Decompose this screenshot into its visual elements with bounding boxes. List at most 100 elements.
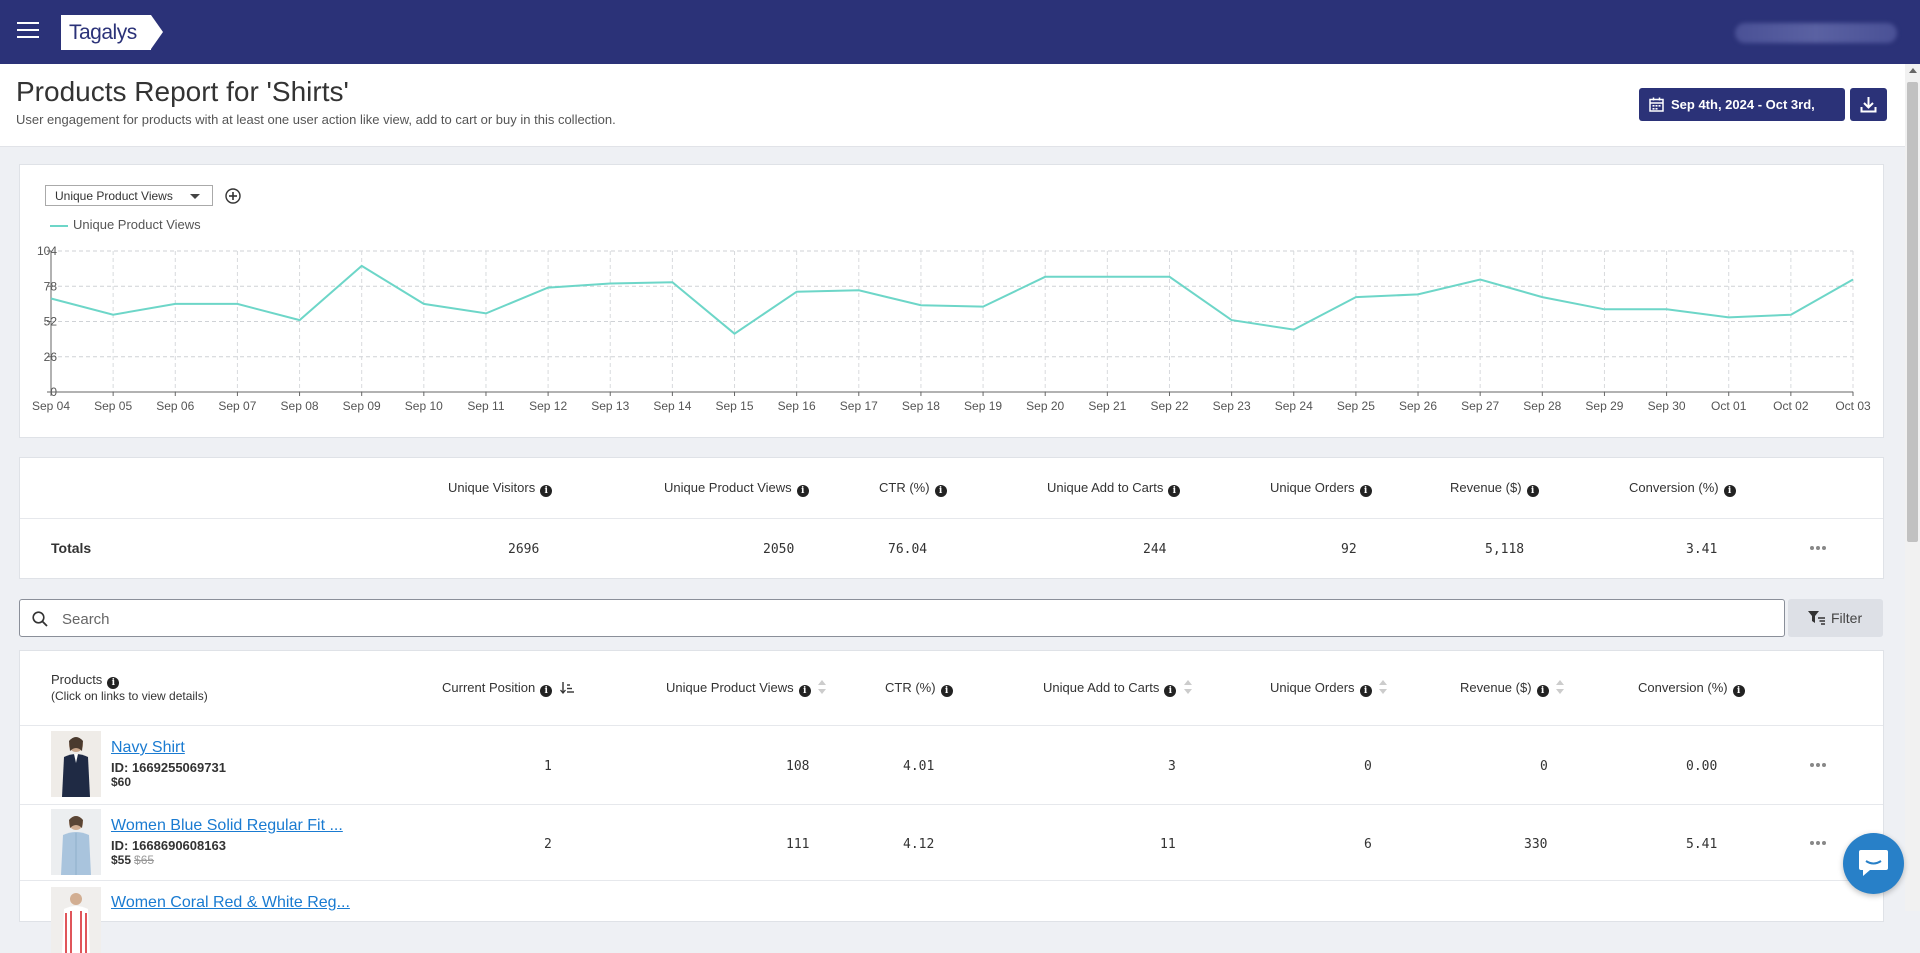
cell-position: 2 — [544, 837, 552, 852]
header-unique-orders: Unique Orders i — [1270, 480, 1372, 497]
chart-legend[interactable]: Unique Product Views — [50, 217, 201, 232]
info-icon[interactable]: i — [1526, 485, 1539, 497]
header-unique-product-views: Unique Product Views i — [664, 480, 809, 497]
brand-name: Tagalys — [61, 15, 151, 50]
header-unique-visitors: Unique Visitors i — [448, 480, 553, 497]
download-icon — [1860, 97, 1877, 113]
x-tick-label: Sep 04 — [32, 399, 70, 413]
x-tick-label: Sep 26 — [1399, 399, 1437, 413]
product-thumbnail[interactable] — [51, 887, 101, 953]
sort-icon[interactable] — [1379, 680, 1388, 694]
total-unique-orders: 92 — [1341, 542, 1357, 557]
x-tick-label: Sep 12 — [529, 399, 567, 413]
info-icon[interactable]: i — [1359, 485, 1372, 497]
total-conversion: 3.41 — [1686, 542, 1718, 557]
info-icon[interactable]: i — [1732, 685, 1745, 697]
sort-icon[interactable] — [818, 680, 827, 694]
row-more-options-icon[interactable] — [1810, 841, 1828, 847]
calendar-icon — [1649, 97, 1664, 112]
search-icon — [32, 611, 48, 627]
info-icon[interactable]: i — [1536, 685, 1549, 697]
x-tick-label: Oct 02 — [1773, 399, 1809, 413]
header-products-hint: (Click on links to view details) — [51, 689, 208, 703]
cell-conversion: 5.41 — [1686, 837, 1718, 852]
sort-icon[interactable] — [1183, 680, 1192, 694]
cell-orders: 0 — [1364, 759, 1372, 774]
info-icon[interactable]: i — [540, 485, 553, 497]
info-icon[interactable]: i — [107, 677, 120, 689]
filter-icon — [1808, 611, 1825, 625]
metric-select[interactable]: Unique Product Views — [45, 185, 213, 206]
x-tick-label: Sep 14 — [653, 399, 691, 413]
x-tick-label: Sep 24 — [1275, 399, 1313, 413]
metric-select-value: Unique Product Views — [55, 189, 173, 203]
header-unique-orders-col: Unique Orders i — [1270, 680, 1388, 697]
x-tick-label: Sep 30 — [1648, 399, 1686, 413]
cell-conversion: 0.00 — [1686, 759, 1718, 774]
cell-carts: 3 — [1168, 759, 1176, 774]
search-input[interactable] — [60, 600, 1764, 638]
product-thumbnail[interactable] — [51, 809, 101, 875]
x-tick-label: Sep 22 — [1150, 399, 1188, 413]
chat-icon — [1859, 850, 1888, 876]
chevron-down-icon — [190, 194, 200, 199]
info-icon[interactable]: i — [796, 485, 809, 497]
product-price: $55 $65 — [111, 853, 155, 867]
info-icon[interactable]: i — [940, 685, 953, 697]
header-conversion-col: Conversion (%) i — [1638, 680, 1745, 697]
x-tick-label: Sep 15 — [715, 399, 753, 413]
info-icon[interactable]: i — [934, 485, 947, 497]
info-icon[interactable]: i — [1359, 685, 1372, 697]
info-icon[interactable]: i — [1164, 685, 1177, 697]
add-metric-icon[interactable] — [225, 188, 241, 204]
info-icon[interactable]: i — [1168, 485, 1181, 497]
header-products: Products i — [51, 672, 120, 689]
product-id: ID: 1669255069731 — [111, 760, 226, 775]
x-tick-label: Sep 09 — [343, 399, 381, 413]
x-tick-label: Sep 16 — [778, 399, 816, 413]
x-tick-label: Sep 23 — [1213, 399, 1251, 413]
scrollbar-thumb[interactable] — [1907, 82, 1918, 542]
sort-ascending-icon[interactable] — [559, 682, 574, 694]
x-tick-label: Sep 19 — [964, 399, 1002, 413]
search-bar — [19, 599, 1785, 638]
x-tick-label: Sep 10 — [405, 399, 443, 413]
date-range-button[interactable]: Sep 4th, 2024 - Oct 3rd, 2024 — [1639, 88, 1845, 145]
page-header — [0, 64, 1905, 147]
total-unique-add-to-carts: 244 — [1143, 542, 1167, 557]
info-icon[interactable]: i — [1723, 485, 1736, 497]
x-tick-label: Sep 29 — [1585, 399, 1623, 413]
x-tick-label: Sep 25 — [1337, 399, 1375, 413]
totals-card: Unique Visitors i Unique Product Views i C… — [19, 457, 1884, 579]
chat-button[interactable] — [1843, 833, 1904, 894]
product-price: $60 — [111, 775, 132, 789]
x-tick-label: Sep 21 — [1088, 399, 1126, 413]
x-tick-label: Sep 28 — [1523, 399, 1561, 413]
cell-ctr: 4.12 — [903, 837, 935, 852]
more-options-icon[interactable] — [1810, 546, 1828, 552]
user-account-menu[interactable] — [1735, 23, 1897, 43]
x-tick-label: Sep 20 — [1026, 399, 1064, 413]
header-ctr: CTR (%) i — [879, 480, 947, 497]
info-icon[interactable]: i — [540, 685, 553, 697]
total-unique-product-views: 2050 — [763, 542, 795, 557]
hamburger-menu-icon[interactable] — [17, 22, 39, 40]
total-ctr: 76.04 — [888, 542, 928, 557]
top-navbar — [0, 0, 1920, 64]
product-thumbnail[interactable] — [51, 731, 101, 797]
scroll-up-arrow-icon[interactable] — [1909, 68, 1917, 73]
x-tick-label: Oct 03 — [1835, 399, 1871, 413]
download-button[interactable] — [1850, 88, 1887, 121]
product-link[interactable]: Women Coral Red & White Reg... — [111, 894, 350, 911]
row-more-options-icon[interactable] — [1810, 763, 1828, 769]
cell-position: 1 — [544, 759, 552, 774]
header-unique-product-views-col: Unique Product Views i — [666, 680, 827, 697]
filter-button[interactable]: Filter — [1788, 599, 1883, 637]
sort-icon[interactable] — [1556, 680, 1565, 694]
product-link[interactable]: Navy Shirt — [111, 739, 185, 756]
product-link[interactable]: Women Blue Solid Regular Fit ... — [111, 817, 343, 834]
x-tick-label: Sep 11 — [467, 399, 504, 413]
cell-revenue: 0 — [1540, 759, 1548, 774]
info-icon[interactable]: i — [798, 685, 811, 697]
